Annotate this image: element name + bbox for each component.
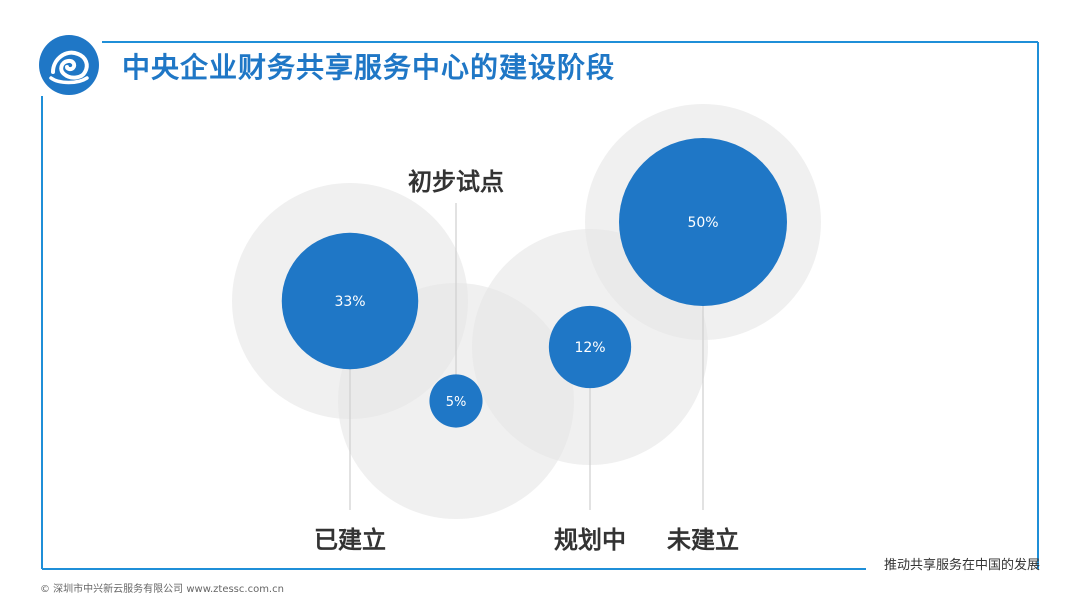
bubble-category-label: 规划中	[554, 526, 626, 554]
bubble-mark	[619, 138, 787, 306]
bubble-mark	[281, 232, 419, 370]
footer-caption: 推动共享服务在中国的发展	[883, 558, 1040, 573]
bubble-category-label: 已建立	[314, 526, 386, 554]
bubble-value-label: 33%	[334, 294, 365, 310]
bubble-category-label: 初步试点	[408, 168, 504, 196]
bubble-mark	[429, 374, 483, 428]
bubble-value-label: 50%	[687, 215, 718, 231]
bubble-value-label: 12%	[574, 340, 605, 356]
page-title: 中央企业财务共享服务中心的建设阶段	[122, 51, 616, 84]
footer-copyright: © 深圳市中兴新云服务有限公司 www.ztessc.com.cn	[40, 584, 284, 595]
bubble-category-label: 未建立	[667, 526, 739, 554]
cloud-logo-icon	[38, 34, 100, 96]
bubble-value-label: 5%	[446, 395, 467, 410]
bubble-mark	[548, 305, 632, 389]
